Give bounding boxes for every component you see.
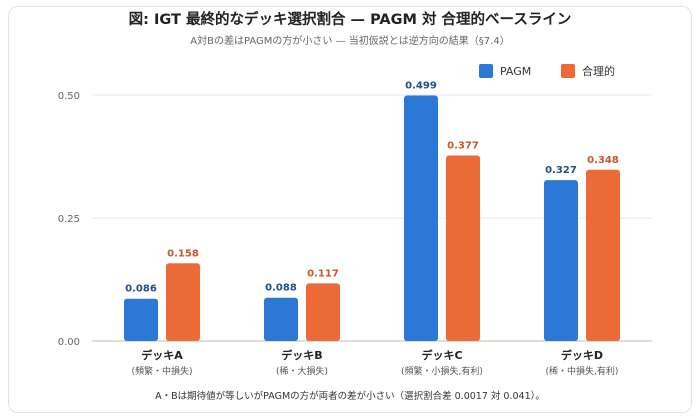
x-axis-categories: デッキA (頻繁・中損失) デッキB (稀・大損失) デッキC (頻繁・小損失,有利) デッ… [131,348,618,377]
bar-合理的-デッキA [166,263,200,341]
legend-swatch [479,64,493,78]
bar-合理的-デッキB [306,283,340,341]
legend: PAGM 合理的 [479,64,615,78]
bar-合理的-デッキD [586,169,620,341]
y-tick-label: 0.25 [58,214,80,225]
y-axis-ticks: 0.00 0.25 0.50 [58,91,80,348]
value-label: 0.327 [545,165,577,176]
legend-label: PAGM [500,65,531,78]
x-category-label: デッキA [141,348,183,362]
value-label: 0.117 [307,268,339,279]
value-label: 0.088 [265,283,297,294]
chart-title: 図: IGT 最終的なデッキ選択割合 — PAGM 対 合理的ベースライン [129,10,572,28]
y-tick-label: 0.50 [58,91,80,102]
chart-footnote: A・Bは期待値が等しいがPAGMの方が両者の差が小さい（選択割合差 0.0017… [155,390,545,402]
x-category-note: (稀・中損失,有利) [546,365,619,377]
value-label: 0.348 [587,155,619,166]
value-label: 0.499 [405,80,437,91]
x-category-label: デッキC [421,348,462,362]
value-labels: 0.086 0.088 0.499 0.327 0.158 0.117 0.377 0.348 [125,80,619,294]
legend-swatch [561,64,575,78]
y-tick-label: 0.00 [58,337,80,348]
bars [124,95,620,341]
x-category-label: デッキD [561,348,603,362]
value-label: 0.158 [167,248,199,259]
x-category-note: (頻繁・中損失) [131,365,192,377]
chart-subtitle: A対Bの差はPAGMの方が小さい — 当初仮説とは逆方向の結果（§7.4） [190,34,509,47]
bar-PAGM-デッキC [404,95,438,341]
bar-PAGM-デッキB [264,297,298,341]
legend-label: 合理的 [582,64,615,78]
x-category-note: (頻繁・小損失,有利) [401,365,483,377]
x-category-label: デッキB [281,348,322,362]
value-label: 0.086 [125,284,157,295]
bar-PAGM-デッキD [544,180,578,341]
bar-PAGM-デッキA [124,298,158,341]
x-category-note: (稀・大損失) [276,365,328,377]
value-label: 0.377 [447,141,479,152]
bar-合理的-デッキC [446,155,480,341]
